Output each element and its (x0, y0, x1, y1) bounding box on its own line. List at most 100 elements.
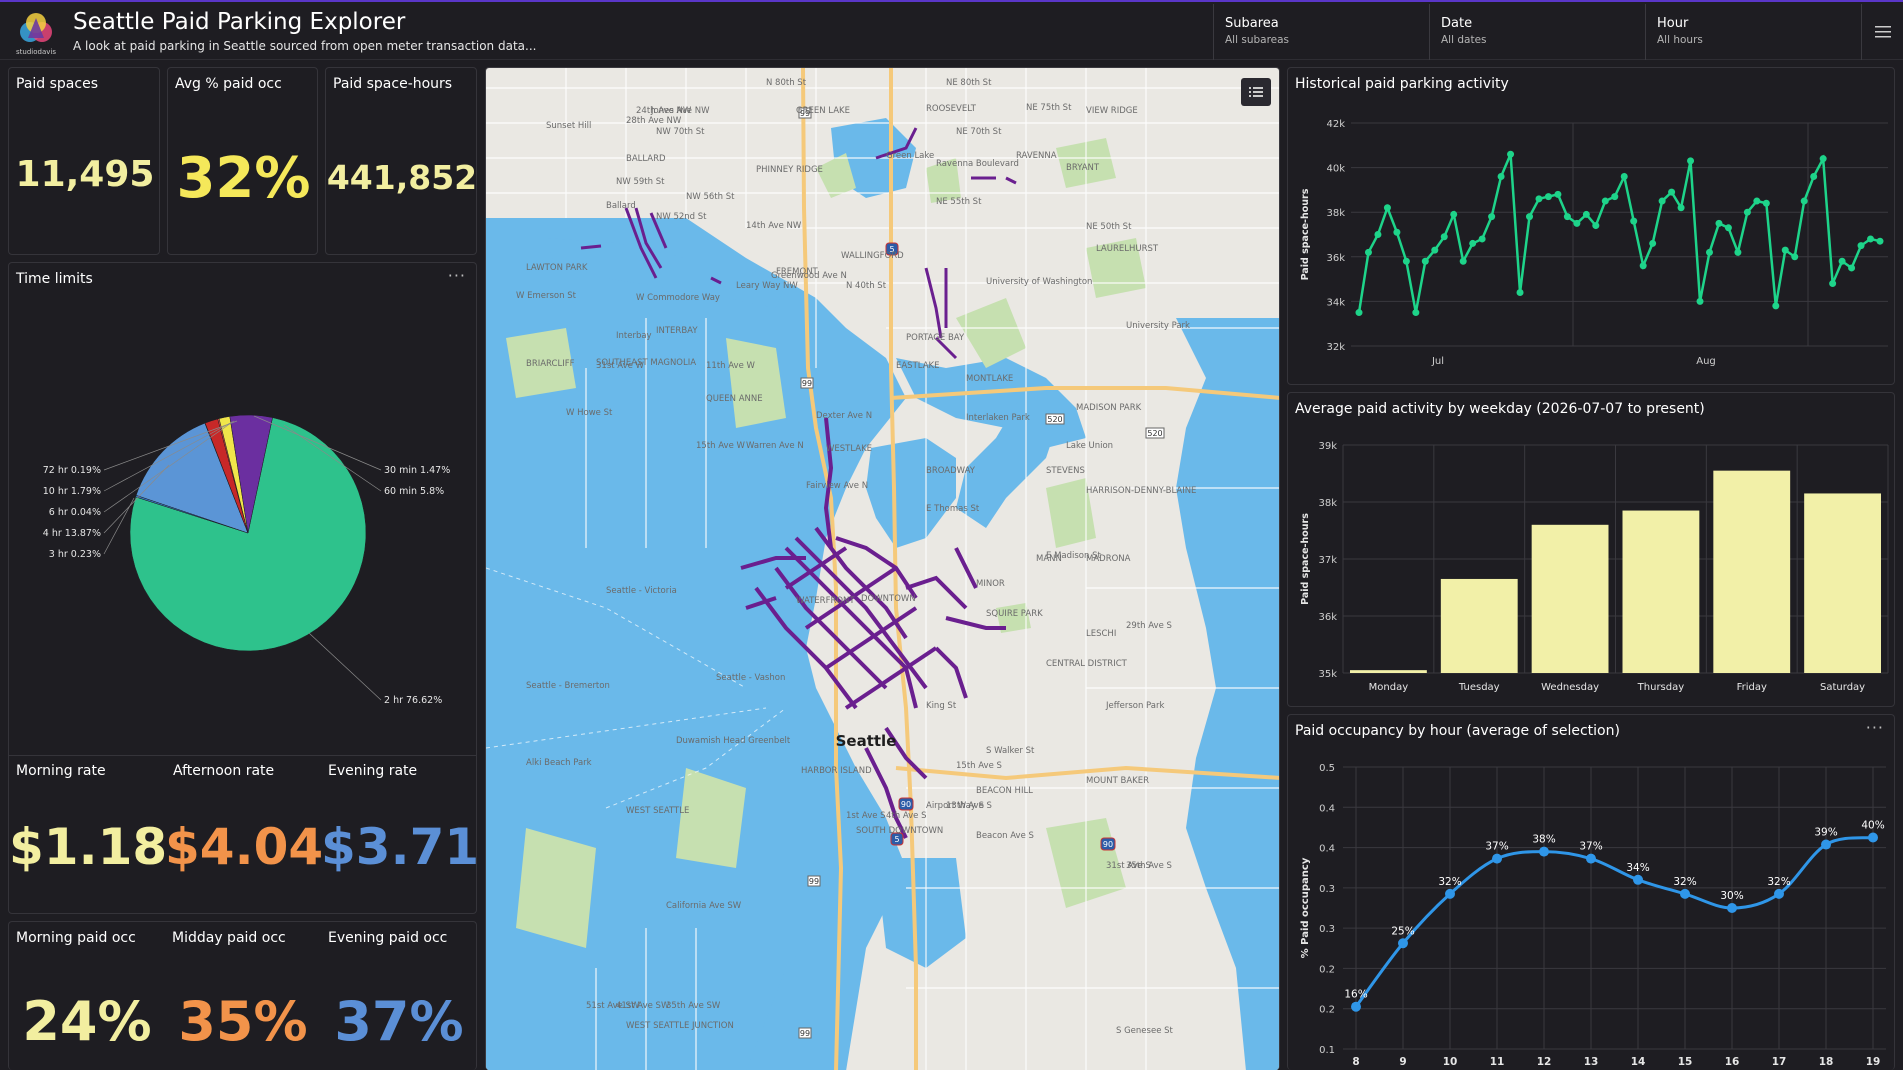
parking-map[interactable]: 99 5 99 520 520 5 90 90 99 99 N 80th St N… (485, 67, 1280, 1070)
y-tick-label: 36k (1318, 612, 1337, 623)
historical-data-point (1753, 197, 1761, 205)
hourly-data-label: 25% (1391, 925, 1414, 937)
evening-paid-occ-label: Evening paid occ (328, 930, 448, 946)
svg-text:5: 5 (894, 835, 899, 844)
y-tick-label: 0.2 (1319, 964, 1335, 975)
historical-data-point (1734, 248, 1742, 256)
map-label: 15th Ave W (696, 441, 746, 451)
map-label: 28th Ave NW (626, 116, 682, 126)
x-tick-label: 16 (1725, 1056, 1740, 1068)
app-header: studiodavis Seattle Paid Parking Explore… (0, 2, 1903, 60)
map-label: Airport Way S (926, 801, 984, 811)
map-label: Alki Beach Park (526, 758, 592, 768)
map-label: Jefferson Park (1105, 701, 1164, 711)
map-label: 31st Ave S (1106, 861, 1151, 871)
map-label: 4th Ave S (886, 811, 927, 821)
map-label: SQUIRE PARK (986, 609, 1043, 619)
svg-text:5: 5 (889, 245, 894, 254)
evening-rate-value: $3.71 (321, 818, 477, 876)
y-axis-label: % Paid occupancy (1300, 857, 1311, 958)
historical-data-point (1743, 208, 1751, 216)
hour-filter-value: All hours (1657, 34, 1703, 46)
map-label: CENTRAL DISTRICT (1046, 659, 1128, 669)
kpi-paid-space-hours: Paid space-hours 441,852 (325, 67, 477, 255)
time-limits-title: Time limits (16, 271, 93, 287)
map-label: Jones Ave NW (650, 106, 710, 116)
hamburger-menu-icon[interactable] (1861, 4, 1903, 60)
map-label: ROOSEVELT (926, 104, 977, 114)
svg-text:90: 90 (1103, 840, 1113, 849)
x-tick-label: 10 (1443, 1056, 1458, 1068)
map-canvas[interactable]: 99 5 99 520 520 5 90 90 99 99 N 80th St N… (486, 68, 1280, 1070)
weekday-bar (1350, 670, 1427, 673)
y-tick-label: 0.3 (1319, 884, 1335, 895)
y-tick-label: 36k (1326, 253, 1345, 264)
map-label: SOUTHEAST MAGNOLIA (596, 358, 696, 368)
historical-data-point (1544, 193, 1552, 201)
historical-data-point (1838, 257, 1846, 265)
more-options-icon[interactable]: ··· (447, 266, 466, 285)
y-axis-label: Paid space-hours (1300, 188, 1311, 280)
historical-line-chart: 32k 34k 36k 38k 40k 42k Jul Aug Paid space-hours (1300, 119, 1888, 367)
map-label: WEST SEATTLE (626, 806, 689, 816)
map-label: 1st Ave S (846, 811, 886, 821)
historical-data-point (1582, 210, 1590, 218)
pie-slice (135, 422, 249, 534)
kpi-paid-spaces: Paid spaces 11,495 (8, 67, 160, 255)
map-label: NE 80th St (946, 78, 992, 88)
map-label: Duwamish Head Greenbelt (676, 736, 791, 746)
hourly-data-label: 30% (1720, 890, 1743, 902)
morning-paid-occ-value: 24% (22, 990, 152, 1053)
x-tick-label: Saturday (1820, 682, 1865, 693)
date-filter[interactable]: Date All dates (1429, 4, 1645, 60)
map-label: BROADWAY (926, 466, 976, 476)
weekday-title: Average paid activity by weekday (2026-0… (1295, 401, 1705, 417)
hour-filter[interactable]: Hour All hours (1645, 4, 1861, 60)
hourly-data-label: 32% (1767, 876, 1790, 888)
historical-data-point (1715, 219, 1723, 227)
subarea-filter-value: All subareas (1225, 34, 1290, 46)
app-title: Seattle Paid Parking Explorer (73, 9, 406, 35)
map-label: Warren Ave N (746, 441, 804, 451)
pie-label: 72 hr 0.19% (43, 465, 101, 476)
pie-leader-line (103, 422, 232, 513)
map-label: 51st Ave SW (586, 1001, 640, 1011)
map-label: MADISON PARK (1076, 403, 1142, 413)
historical-data-point (1705, 248, 1713, 256)
svg-text:90: 90 (901, 800, 911, 809)
hourly-data-label: 16% (1344, 989, 1367, 1001)
pie-leader-line (103, 420, 235, 492)
historical-data-point (1488, 213, 1496, 221)
map-label: RAVENNA (1016, 151, 1057, 161)
map-label: University Park (1126, 321, 1190, 331)
kpi-label: Avg % paid occ (175, 76, 282, 92)
app-subtitle: A look at paid parking in Seattle source… (73, 39, 537, 53)
afternoon-rate-value: $4.04 (165, 818, 324, 876)
evening-paid-occ-value: 37% (334, 990, 464, 1053)
map-label: N 40th St (846, 281, 887, 291)
x-tick-label: 15 (1678, 1056, 1693, 1068)
date-filter-label: Date (1441, 16, 1473, 31)
y-tick-label: 32k (1326, 342, 1345, 353)
map-layers-list-icon[interactable] (1241, 78, 1271, 106)
subarea-filter[interactable]: Subarea All subareas (1213, 4, 1429, 60)
x-tick-label: Wednesday (1541, 682, 1599, 693)
map-label: E Thomas St (926, 504, 980, 514)
historical-data-point (1355, 309, 1363, 317)
historical-data-point (1393, 228, 1401, 236)
pie-label: 10 hr 1.79% (43, 486, 101, 497)
weekday-bar (1713, 470, 1791, 673)
map-label: WATERFRONT (796, 596, 855, 606)
midday-paid-occ-label: Midday paid occ (172, 930, 286, 946)
more-options-icon[interactable]: ··· (1865, 718, 1884, 737)
map-label: BEACON HILL (976, 786, 1033, 796)
hourly-data-point (1821, 839, 1831, 850)
map-label: W Commodore Way (636, 293, 720, 303)
weekday-bar (1622, 510, 1700, 673)
map-label: MADRONA (1086, 554, 1131, 564)
historical-activity-panel: Historical paid parking activity 32k 34k 3… (1287, 67, 1895, 385)
map-label: LESCHI (1086, 629, 1116, 639)
morning-rate-value: $1.18 (9, 818, 168, 876)
hourly-data-point (1351, 1001, 1361, 1012)
map-label: SOUTH DOWNTOWN (856, 826, 943, 836)
